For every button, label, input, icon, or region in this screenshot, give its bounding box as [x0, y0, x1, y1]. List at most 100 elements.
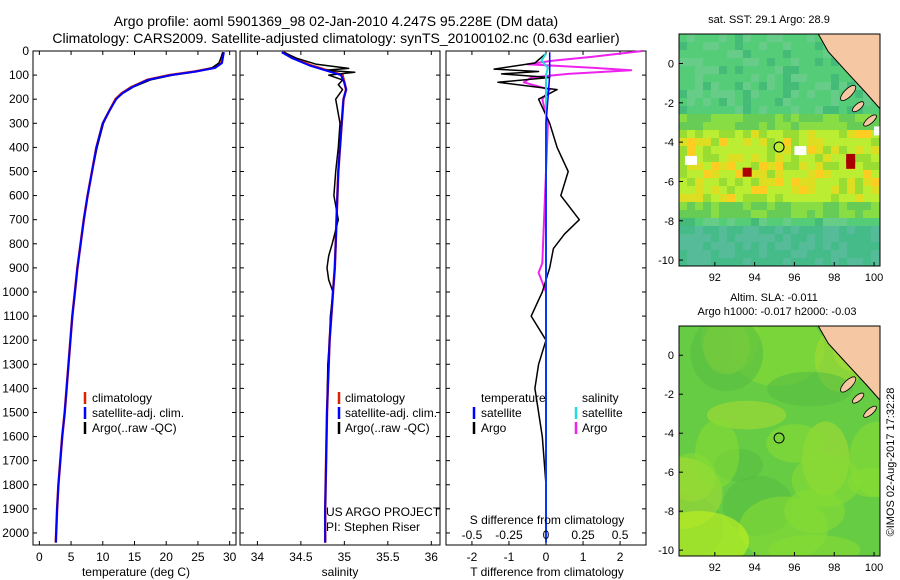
difference-xlabel: T difference from climatology: [470, 565, 624, 579]
temp-diff-satellite-line: [545, 52, 551, 543]
x-tick-label: 25: [191, 550, 205, 564]
lat-tick-label: 0: [668, 58, 674, 70]
lon-tick-label: 94: [748, 272, 760, 284]
legend-temp-argo-label: Argo: [481, 421, 507, 435]
project-note: US ARGO PROJECT: [326, 505, 441, 519]
x-tick-label: 1: [580, 550, 587, 564]
lat-tick-label: -4: [664, 137, 674, 149]
figure-title-line2: Climatology: CARS2009. Satellite-adjuste…: [52, 30, 619, 46]
s-diff-tick-label: -0.25: [495, 528, 523, 542]
temp-argo-line: [55, 51, 224, 543]
x-tick-label: -2: [467, 550, 478, 564]
depth-tick-label: 900: [9, 261, 29, 275]
lon-tick-label: 100: [865, 272, 883, 284]
lon-tick-label: 96: [788, 272, 800, 284]
legend-sal-argo-label: Argo: [582, 421, 608, 435]
temperature-xlabel: temperature (deg C): [82, 565, 190, 579]
salinity-plot: 34 34.5 35 35.5 36: [239, 50, 441, 564]
legend-climatology-label: climatology: [92, 391, 152, 405]
depth-tick-label: 2000: [2, 526, 29, 540]
s-difference-label: S difference from climatology: [470, 513, 625, 527]
depth-tick-label: 0: [22, 44, 29, 58]
legend-argo-label: Argo(..raw -QC): [345, 421, 430, 435]
imos-credit: ©IMOS 02-Aug-2017 17:32:28: [885, 388, 897, 537]
sla-map-title1: Altim. SLA: -0.011: [730, 292, 818, 304]
sst-map-field: [679, 34, 880, 266]
island: [852, 392, 865, 404]
lat-tick-label: -6: [664, 467, 674, 479]
depth-tick-label: 100: [9, 68, 29, 82]
sla-map-title2: Argo h1000: -0.017 h2000: -0.03: [697, 306, 856, 318]
island: [863, 114, 877, 127]
depth-tick-label: 1300: [2, 357, 29, 371]
sst-map: 92 94 96 98 100 0 -2 -4 -6 -8 -10: [658, 33, 883, 284]
s-diff-tick-label: -0.5: [462, 528, 483, 542]
sla-map-field: [679, 326, 880, 556]
legend-satellite-label: satellite-adj. clim.: [345, 406, 437, 420]
x-tick-label: 34: [251, 550, 265, 564]
temp-climatology-line: [54, 51, 225, 543]
depth-tick-label: 1400: [2, 381, 29, 395]
lon-tick-label: 92: [709, 272, 721, 284]
temp-diff-argo-line: [493, 52, 581, 543]
temp-satellite-line: [54, 52, 225, 543]
x-tick-label: -1: [504, 550, 515, 564]
depth-tick-label: 1700: [2, 454, 29, 468]
lon-tick-label: 96: [788, 562, 800, 574]
lon-tick-label: 98: [828, 272, 840, 284]
depth-tick-label: 1500: [2, 405, 29, 419]
float-position-marker: [773, 432, 785, 444]
x-tick-label: 35: [338, 550, 352, 564]
x-tick-label: 0: [36, 550, 43, 564]
x-tick-label: 34.5: [289, 550, 313, 564]
x-tick-label: 20: [160, 550, 174, 564]
depth-tick-label: 1000: [2, 285, 29, 299]
island: [863, 405, 877, 418]
x-tick-label: 35.5: [376, 550, 400, 564]
plot-frame: [32, 50, 237, 546]
depth-tick-label: 1900: [2, 502, 29, 516]
lat-tick-label: -4: [664, 428, 674, 440]
legend-temp-satellite-label: satellite: [481, 406, 522, 420]
lat-tick-label: -2: [664, 98, 674, 110]
sla-map: 92 94 96 98 100 0 -2 -4 -6 -8 -10: [658, 325, 883, 574]
temperature-plot: 0100200300400500600700800900100011001200…: [2, 44, 236, 564]
sst-map-title: sat. SST: 29.1 Argo: 28.9: [708, 14, 830, 26]
lon-tick-label: 100: [865, 562, 883, 574]
sal-climatology-line: [282, 51, 348, 543]
lat-tick-label: -6: [664, 176, 674, 188]
sal-satellite-line: [281, 51, 348, 543]
legend-sal-satellite-label: satellite: [582, 406, 623, 420]
temperature-legend: climatology satellite-adj. clim. Argo(..…: [83, 391, 184, 435]
depth-tick-label: 400: [9, 140, 29, 154]
depth-tick-label: 300: [9, 116, 29, 130]
legend-climatology-label: climatology: [345, 391, 405, 405]
sumatra-coast: [817, 326, 880, 401]
salinity-legend: climatology satellite-adj. clim. Argo(..…: [337, 391, 437, 435]
difference-plot: -2 -1 0 1 2: [445, 50, 647, 564]
figure-title-line1: Argo profile: aoml 5901369_98 02-Jan-201…: [114, 13, 558, 29]
depth-tick-label: 1600: [2, 430, 29, 444]
lat-tick-label: -8: [664, 216, 674, 228]
legend-satellite-label: satellite-adj. clim.: [92, 406, 184, 420]
lat-tick-label: -10: [658, 545, 674, 557]
x-tick-label: 0: [543, 550, 550, 564]
x-tick-label: 30: [223, 550, 237, 564]
depth-tick-label: 1200: [2, 333, 29, 347]
depth-tick-label: 700: [9, 213, 29, 227]
difference-legend: temperature salinity satellite Argo sate…: [472, 391, 623, 435]
salinity-xlabel: salinity: [322, 565, 359, 579]
lat-tick-label: -10: [658, 255, 674, 267]
x-tick-label: 15: [128, 550, 142, 564]
float-position-marker: [773, 141, 785, 153]
depth-tick-label: 800: [9, 237, 29, 251]
plot-frame: [239, 50, 441, 546]
legend-argo-label: Argo(..raw -QC): [92, 421, 177, 435]
s-diff-tick-label: 0.5: [612, 528, 629, 542]
sal-argo-line: [283, 51, 356, 543]
pi-note: PI: Stephen Riser: [326, 520, 420, 534]
depth-tick-label: 500: [9, 164, 29, 178]
lat-tick-label: -8: [664, 506, 674, 518]
island: [840, 376, 857, 393]
depth-tick-label: 200: [9, 92, 29, 106]
